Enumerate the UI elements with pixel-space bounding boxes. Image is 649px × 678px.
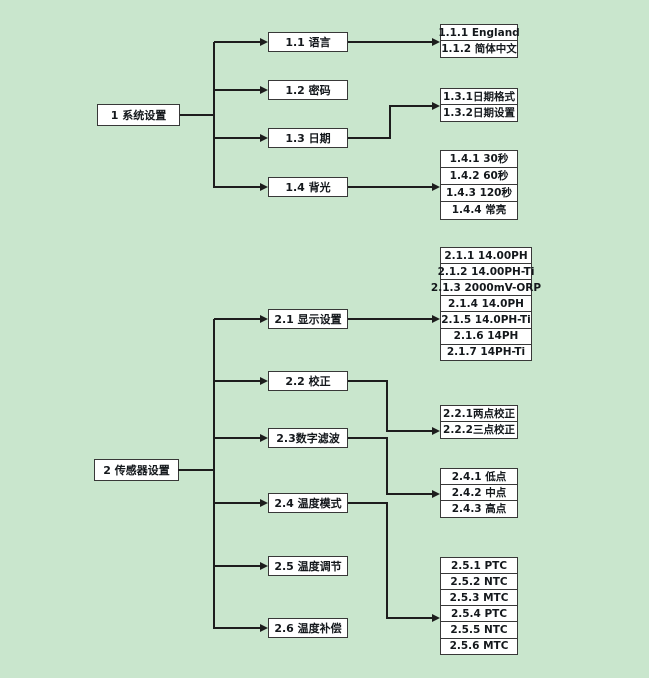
connector-arrow-icon	[260, 434, 268, 442]
connector-line	[214, 89, 261, 91]
connector-arrow-icon	[260, 315, 268, 323]
connector-line	[387, 493, 433, 495]
branch-node-calibration: 2.2 校正	[268, 371, 348, 391]
connector-line	[214, 41, 261, 43]
branch-node-temperature-mode: 2.4 温度模式	[268, 493, 348, 513]
leaf-item: 2.1.3 2000mV-ORP	[431, 279, 541, 297]
leaf-group-backlight-options: 1.4.1 30秒 1.4.2 60秒 1.4.3 120秒 1.4.4 常亮	[440, 150, 518, 220]
connector-arrow-icon	[432, 38, 440, 46]
branch-node-password: 1.2 密码	[268, 80, 348, 100]
leaf-item: 2.5.2 NTC	[440, 573, 518, 591]
connector-line	[348, 137, 391, 139]
branch-node-backlight: 1.4 背光	[268, 177, 348, 197]
branch-node-date: 1.3 日期	[268, 128, 348, 148]
connector-line	[389, 105, 391, 139]
connector-line	[214, 318, 261, 320]
connector-line	[180, 114, 214, 116]
leaf-group-filter-points: 2.4.1 低点 2.4.2 中点 2.4.3 高点	[440, 468, 518, 518]
leaf-item: 2.5.5 NTC	[440, 621, 518, 639]
root-node-system-settings: 1 系统设置	[97, 104, 180, 126]
connector-line	[348, 380, 388, 382]
branch-node-language: 1.1 语言	[268, 32, 348, 52]
connector-line	[214, 502, 261, 504]
leaf-item: 2.1.4 14.0PH	[440, 295, 532, 313]
leaf-item: 2.1.1 14.00PH	[440, 247, 532, 265]
leaf-item: 2.4.3 高点	[440, 500, 518, 518]
leaf-item: 2.5.1 PTC	[440, 557, 518, 575]
connector-line	[214, 437, 261, 439]
root-node-sensor-settings: 2 传感器设置	[94, 459, 179, 481]
branch-node-display-settings: 2.1 显示设置	[268, 309, 348, 329]
connector-line	[387, 430, 433, 432]
connector-arrow-icon	[260, 499, 268, 507]
connector-arrow-icon	[432, 490, 440, 498]
connector-line	[213, 319, 215, 629]
leaf-item: 1.1.2 简体中文	[440, 40, 518, 58]
connector-arrow-icon	[260, 183, 268, 191]
leaf-item: 2.5.3 MTC	[440, 589, 518, 607]
connector-line	[386, 437, 388, 495]
leaf-item: 2.2.1两点校正	[440, 405, 518, 423]
connector-arrow-icon	[260, 38, 268, 46]
leaf-group-temp-mode-options: 2.5.1 PTC 2.5.2 NTC 2.5.3 MTC 2.5.4 PTC 2.5.…	[440, 557, 518, 656]
connector-arrow-icon	[432, 183, 440, 191]
leaf-item: 2.5.4 PTC	[440, 605, 518, 623]
connector-line	[214, 627, 261, 629]
connector-arrow-icon	[260, 562, 268, 570]
leaf-item: 1.4.1 30秒	[440, 150, 518, 169]
connector-arrow-icon	[260, 624, 268, 632]
connector-line	[348, 502, 388, 504]
branch-node-temperature-adjust: 2.5 温度调节	[268, 556, 348, 576]
branch-node-digital-filter: 2.3数字滤波	[268, 428, 348, 448]
leaf-item: 1.4.2 60秒	[440, 167, 518, 186]
connector-arrow-icon	[432, 427, 440, 435]
connector-line	[348, 318, 433, 320]
leaf-group-display-options: 2.1.1 14.00PH 2.1.2 14.00PH-Ti 2.1.3 2000m…	[431, 247, 541, 362]
leaf-item: 1.3.1日期格式	[440, 88, 518, 106]
leaf-group-language-options: 1.1.1 England 1.1.2 简体中文	[438, 24, 520, 58]
connector-line	[387, 617, 433, 619]
branch-node-temperature-comp: 2.6 温度补偿	[268, 618, 348, 638]
leaf-item: 2.5.6 MTC	[440, 637, 518, 656]
connector-arrow-icon	[260, 134, 268, 142]
leaf-item: 2.2.2三点校正	[440, 421, 518, 439]
leaf-item: 2.4.1 低点	[440, 468, 518, 486]
connector-arrow-icon	[432, 614, 440, 622]
connector-arrow-icon	[432, 102, 440, 110]
connector-arrow-icon	[260, 377, 268, 385]
leaf-item: 1.3.2日期设置	[440, 104, 518, 122]
connector-line	[214, 380, 261, 382]
leaf-item: 2.1.6 14PH	[440, 327, 532, 346]
leaf-item: 2.1.2 14.00PH-Ti	[438, 263, 534, 281]
connector-line	[348, 437, 388, 439]
connector-arrow-icon	[432, 315, 440, 323]
connector-line	[214, 186, 261, 188]
connector-line	[386, 380, 388, 432]
leaf-item: 2.1.5 14.0PH-Ti	[440, 311, 532, 329]
connector-arrow-icon	[260, 86, 268, 94]
leaf-item: 1.4.3 120秒	[440, 184, 518, 203]
connector-line	[214, 137, 261, 139]
leaf-item: 1.4.4 常亮	[440, 201, 518, 220]
leaf-group-date-options: 1.3.1日期格式 1.3.2日期设置	[440, 88, 518, 122]
leaf-group-calibration-options: 2.2.1两点校正 2.2.2三点校正	[440, 405, 518, 439]
connector-line	[213, 42, 215, 188]
connector-line	[348, 186, 433, 188]
connector-line	[390, 105, 433, 107]
leaf-item: 1.1.1 England	[438, 24, 520, 42]
connector-line	[214, 565, 261, 567]
connector-line	[386, 502, 388, 619]
leaf-item: 2.1.7 14PH-Ti	[440, 343, 532, 362]
leaf-item: 2.4.2 中点	[440, 484, 518, 502]
connector-line	[348, 41, 433, 43]
connector-line	[178, 469, 214, 471]
